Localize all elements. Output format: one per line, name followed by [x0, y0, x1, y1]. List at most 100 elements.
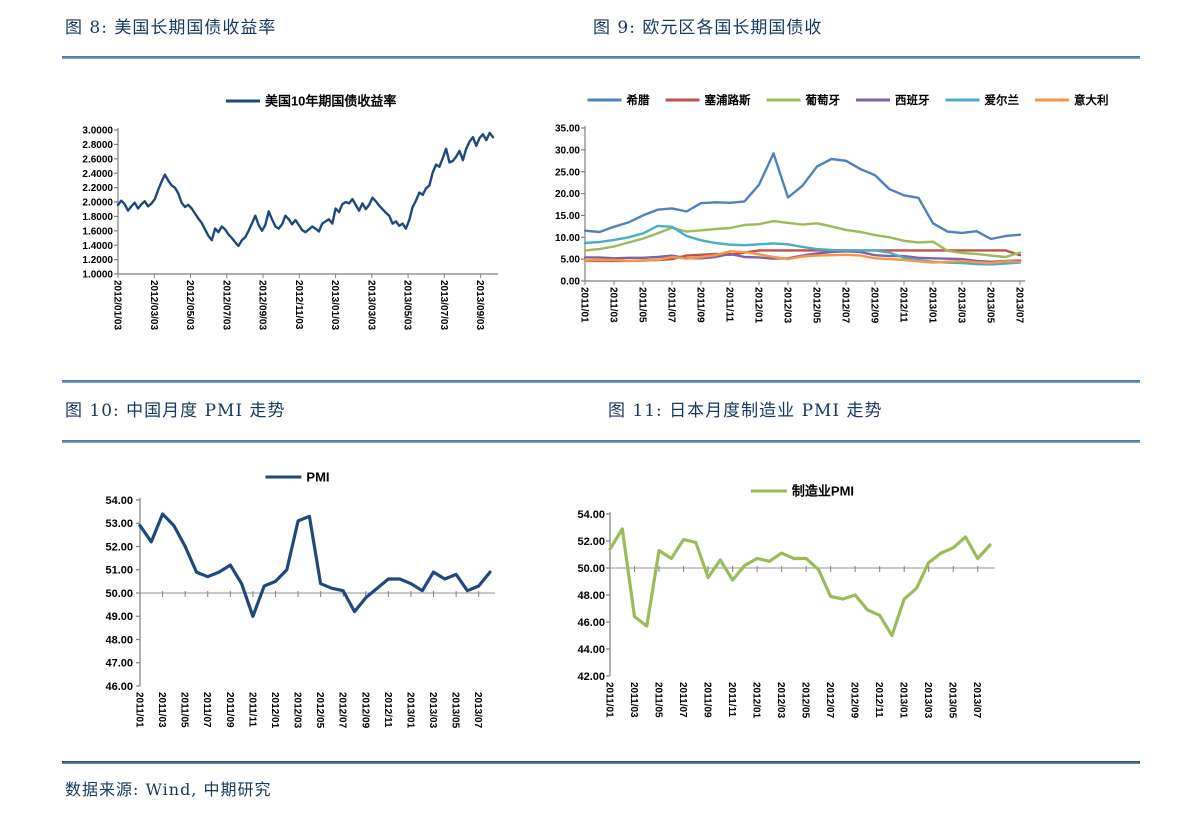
x-tick-label: 2012/07 — [824, 682, 835, 719]
y-tick-label: 2.2000 — [82, 183, 113, 194]
x-tick-label: 2011/01 — [604, 682, 615, 718]
separator-line-middle-1 — [62, 380, 1140, 383]
x-tick-label: 2012/09 — [359, 692, 370, 729]
y-tick-label: 2.0000 — [82, 198, 113, 209]
legend-label-cyprus: 塞浦路斯 — [705, 93, 751, 107]
data-source: 数据来源: Wind, 中期研究 — [65, 780, 272, 799]
x-tick-label: 2012/09/03 — [257, 280, 268, 330]
y-tick-label: 0.00 — [561, 277, 581, 288]
x-tick-label: 2011/09 — [702, 682, 713, 718]
chart-us-10y-treasury-yield: 3.0000 2.8000 2.6000 2.4000 2.2000 2.0000 1.80… — [82, 94, 498, 330]
x-tick-label: 2012/03/03 — [148, 280, 159, 330]
legend-label-china_pmi: PMI — [306, 470, 329, 485]
separator-line-bottom — [62, 761, 1140, 764]
x-tick-label: 2013/03 — [922, 682, 933, 719]
series-line-japan_pmi — [608, 527, 992, 638]
x-tick-label: 2012/11/03 — [293, 280, 304, 330]
x-tick-label: 2011/07 — [677, 682, 688, 718]
y-tick-label: 1.8000 — [82, 212, 113, 223]
x-tick-label: 2012/05 — [811, 287, 822, 324]
y-tick-label: 10.00 — [555, 233, 580, 244]
y-tick-label: 54.00 — [105, 495, 133, 507]
y-tick-label: 1.2000 — [82, 255, 113, 266]
y-tick-label: 53.00 — [105, 518, 133, 530]
x-tick-label: 2012/05 — [800, 682, 811, 719]
y-tick-label: 48.00 — [577, 590, 605, 602]
x-tick-label: 2013/01 — [404, 692, 415, 729]
x-tick-label: 2011/03 — [156, 692, 167, 728]
x-tick-label: 2013/03 — [956, 287, 967, 324]
x-tick-label: 2012/07 — [337, 692, 348, 729]
legend-label-portugal: 葡萄牙 — [805, 93, 841, 107]
chart-china-pmi: 54.00 53.00 52.00 51.00 50.00 49.00 48.00 47.00… — [105, 470, 495, 729]
x-tick-label: 2011/11 — [246, 692, 257, 727]
y-tick-label: 44.00 — [577, 644, 605, 656]
x-tick-label: 2012/07 — [840, 287, 851, 324]
figure-11-title: 图 11: 日本月度制造业 PMI 走势 — [608, 401, 883, 421]
y-tick-label: 46.00 — [105, 681, 133, 693]
x-tick-label: 2013/05/03 — [402, 280, 413, 330]
x-tick-label: 2012/11 — [898, 287, 909, 323]
x-tick-label: 2011/11 — [726, 682, 737, 717]
x-tick-label: 2012/03 — [292, 692, 303, 729]
x-tick-label: 2012/05/03 — [184, 280, 195, 330]
x-tick-label: 2012/11 — [873, 682, 884, 718]
series-line-us10y — [116, 131, 495, 248]
figure-10-title: 图 10: 中国月度 PMI 走势 — [65, 401, 286, 421]
y-tick-label: 3.0000 — [82, 126, 113, 137]
x-tick-label: 2013/05 — [947, 682, 958, 719]
x-tick-label: 2012/09 — [869, 287, 880, 324]
legend-label-greece: 希腊 — [626, 93, 650, 107]
x-tick-label: 2013/03/03 — [365, 280, 376, 330]
x-tick-label: 2013/01/03 — [329, 280, 340, 330]
chart-eurozone-bond-yields: 35.0030.0025.0020.0015.0010.005.000.0020… — [555, 93, 1109, 324]
x-tick-label: 2011/03 — [608, 287, 619, 323]
x-tick-label: 2013/07 — [1014, 287, 1025, 324]
x-tick-label: 2012/01 — [751, 682, 762, 719]
x-tick-label: 2013/01 — [898, 682, 909, 719]
separator-line-top — [62, 56, 1140, 59]
y-tick-label: 2.8000 — [82, 140, 113, 151]
y-tick-label: 52.00 — [105, 541, 133, 553]
y-tick-label: 50.00 — [105, 588, 133, 600]
x-tick-label: 2012/03 — [782, 287, 793, 324]
y-tick-label: 2.4000 — [82, 169, 113, 180]
y-tick-label: 46.00 — [577, 617, 605, 629]
x-tick-label: 2012/05 — [314, 692, 325, 729]
x-tick-label: 2012/01 — [753, 287, 764, 324]
separator-line-middle-2 — [62, 440, 1140, 443]
y-tick-label: 30.00 — [555, 145, 580, 156]
x-tick-label: 2012/11 — [382, 692, 393, 728]
figure-9-title: 图 9: 欧元区各国长期国债收 — [593, 18, 823, 38]
y-tick-label: 54.00 — [577, 509, 605, 521]
x-tick-label: 2013/05 — [985, 287, 996, 324]
x-tick-label: 2013/07 — [971, 682, 982, 719]
series-line-china_pmi — [138, 512, 492, 618]
y-tick-label: 50.00 — [577, 563, 605, 575]
x-tick-label: 2013/07 — [472, 692, 483, 729]
x-tick-label: 2013/05 — [450, 692, 461, 729]
x-tick-label: 2011/01 — [134, 692, 145, 728]
series-line-greece — [583, 152, 1022, 241]
x-tick-label: 2013/07/03 — [438, 280, 449, 330]
x-tick-label: 2011/07 — [666, 287, 677, 323]
legend-label-ireland: 爱尔兰 — [985, 93, 1020, 107]
y-tick-label: 52.00 — [577, 536, 605, 548]
series-line-portugal — [583, 219, 1022, 259]
legend-label-us10y: 美国10年期国债收益率 — [265, 94, 396, 109]
x-tick-label: 2011/01 — [579, 287, 590, 323]
x-tick-label: 2011/09 — [224, 692, 235, 728]
y-tick-label: 49.00 — [105, 611, 133, 623]
y-tick-label: 15.00 — [555, 211, 580, 222]
y-tick-label: 25.00 — [555, 167, 580, 178]
chart-japan-manufacturing-pmi: 54.0052.0050.0048.0046.0044.0042.002011/… — [577, 484, 995, 719]
y-tick-label: 2.6000 — [82, 154, 113, 165]
legend-label-spain: 西班牙 — [895, 93, 930, 107]
x-tick-label: 2011/05 — [653, 682, 664, 718]
x-tick-label: 2013/01 — [927, 287, 938, 324]
series-line-italy — [583, 250, 1022, 265]
x-tick-label: 2012/07/03 — [220, 280, 231, 330]
x-tick-label: 2011/09 — [695, 287, 706, 323]
x-tick-label: 2013/09/03 — [474, 280, 485, 330]
